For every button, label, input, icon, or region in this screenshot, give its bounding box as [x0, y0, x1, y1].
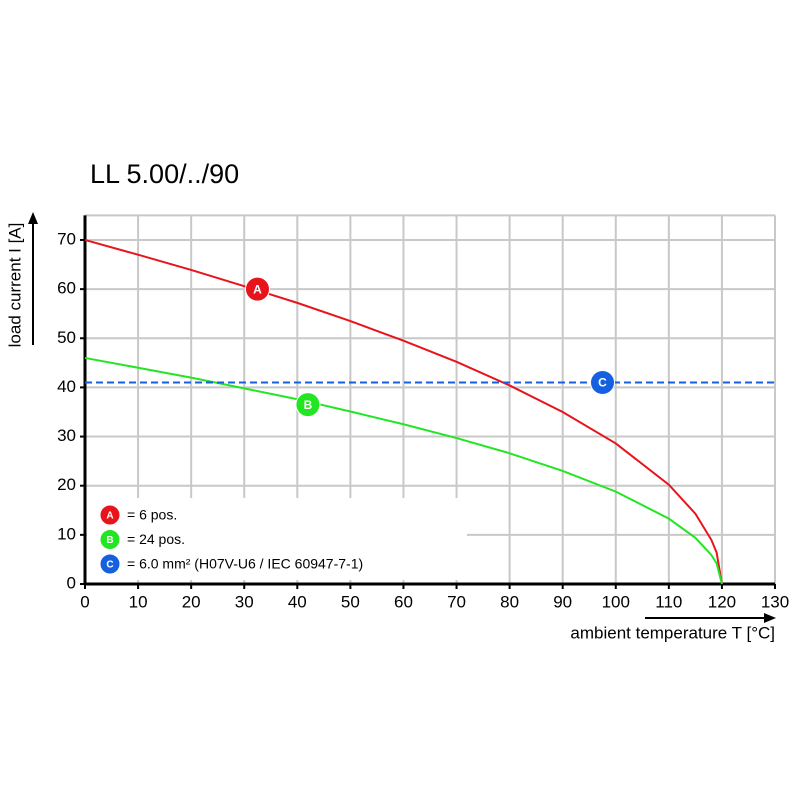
x-tick-label: 90 — [553, 592, 572, 611]
series-marker — [295, 392, 321, 418]
legend-badge-label: A — [106, 511, 113, 522]
legend-label: = 6 pos. — [127, 507, 177, 523]
x-tick-label: 70 — [447, 592, 466, 611]
series-marker-label: C — [598, 376, 607, 390]
x-axis-label: ambient temperature T [°C] — [570, 623, 775, 642]
x-tick-label: 20 — [182, 592, 201, 611]
y-tick-label: 70 — [57, 229, 76, 248]
x-tick-label: 50 — [341, 592, 360, 611]
series-marker-label: B — [304, 398, 313, 412]
x-tick-label: 130 — [761, 592, 789, 611]
x-tick-label: 10 — [129, 592, 148, 611]
legend-label: = 6.0 mm² (H07V-U6 / IEC 60947-7-1) — [127, 556, 363, 572]
x-tick-label: 110 — [655, 592, 682, 611]
x-tick-label: 120 — [708, 592, 736, 611]
y-tick-label: 50 — [57, 328, 76, 347]
legend-badge-label: C — [106, 560, 113, 571]
y-tick-label: 60 — [57, 279, 76, 298]
series-line — [84, 239, 723, 585]
x-arrow-head — [764, 613, 776, 623]
y-tick-label: 30 — [57, 426, 76, 445]
legend-badge — [99, 553, 121, 575]
legend-badge — [99, 504, 121, 526]
legend-badge-label: B — [106, 535, 113, 546]
y-tick-label: 40 — [57, 377, 76, 396]
y-tick-label: 10 — [57, 524, 76, 543]
x-tick-label: 60 — [394, 592, 413, 611]
series-marker — [245, 276, 270, 302]
y-tick-label: 20 — [57, 475, 76, 494]
y-axis-label: load current I [A] — [5, 223, 24, 348]
series-marker — [590, 369, 615, 395]
y-arrow-head — [28, 212, 38, 224]
legend-badge — [99, 529, 121, 550]
x-tick-label: 30 — [235, 592, 254, 611]
series-marker-label: A — [253, 282, 262, 296]
x-tick-label: 100 — [602, 592, 630, 611]
chart-title: LL 5.00/../90 — [90, 159, 239, 189]
x-tick-label: 80 — [500, 592, 519, 611]
x-tick-label: 40 — [288, 592, 307, 611]
legend-box — [87, 498, 467, 580]
legend-label: = 24 pos. — [127, 531, 185, 547]
y-tick-label: 0 — [67, 573, 76, 592]
x-tick-label: 0 — [80, 592, 89, 611]
